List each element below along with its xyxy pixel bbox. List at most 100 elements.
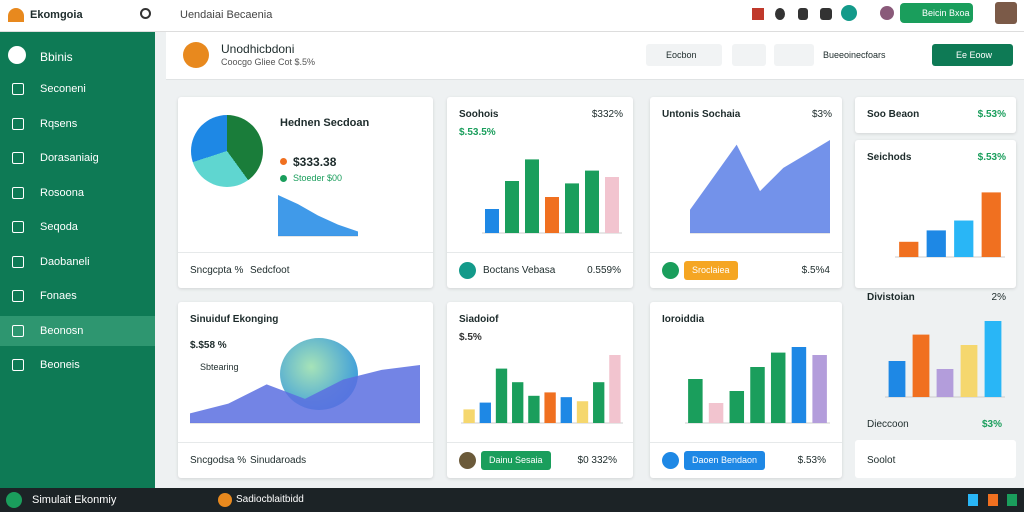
footer-pill[interactable]: Sroclaiea bbox=[684, 261, 738, 280]
sidebar-label: Beonosn bbox=[40, 324, 84, 337]
card-title: Soo Beaon bbox=[867, 109, 920, 120]
search-icon[interactable] bbox=[140, 8, 151, 19]
bar bbox=[770, 352, 786, 423]
footer-text: 0.559% bbox=[587, 265, 621, 276]
sidebar-icon bbox=[12, 83, 24, 95]
area bbox=[690, 140, 830, 233]
top-button[interactable]: Beicin Bxoa bbox=[900, 3, 973, 23]
bar bbox=[899, 241, 919, 257]
footer-pill[interactable]: Dainu Sesaia bbox=[481, 451, 551, 470]
legend-dot bbox=[280, 158, 287, 165]
bar bbox=[485, 209, 499, 233]
card-growth: $.53.5% bbox=[459, 127, 496, 138]
footer-text: Dieccoon bbox=[867, 419, 909, 430]
card-footer: Sncgodsa % Sinudaroads bbox=[178, 442, 433, 478]
card-title: Divistoian bbox=[867, 292, 915, 303]
sidebar-icon bbox=[12, 186, 24, 199]
bar bbox=[960, 345, 978, 397]
bar bbox=[984, 321, 1002, 397]
sidebar-label: Seconeni bbox=[40, 83, 86, 95]
sidebar-item[interactable]: Fonaes bbox=[0, 281, 155, 311]
avatar[interactable] bbox=[995, 2, 1017, 24]
sidebar-item[interactable]: Beoneis bbox=[0, 350, 155, 380]
bar-chart bbox=[482, 159, 622, 234]
sidebar-item[interactable]: Dorasaniaig bbox=[0, 143, 155, 173]
bar bbox=[479, 402, 491, 423]
sidebar-label: Rosoona bbox=[40, 186, 85, 199]
bar bbox=[593, 382, 605, 423]
sidebar-icon bbox=[12, 117, 24, 130]
bar bbox=[545, 197, 559, 233]
pie-image bbox=[191, 115, 263, 187]
logo bbox=[8, 8, 24, 22]
top-bar: Ekomgoia Uendaiai Becaenia Beicin Bxoa bbox=[0, 0, 1024, 32]
bar-chart bbox=[885, 321, 1005, 398]
bar-chart bbox=[895, 192, 1005, 258]
card: Hednen Secdoan $333.38 Stoeder $00 Sncgc… bbox=[178, 97, 433, 288]
icon[interactable] bbox=[798, 8, 808, 20]
dropdown[interactable] bbox=[774, 44, 814, 66]
avatar bbox=[218, 493, 232, 507]
search-box[interactable]: Eocbon bbox=[646, 44, 722, 66]
sidebar-item[interactable]: Beonosn bbox=[0, 315, 155, 346]
card-title: Hednen Secdoan bbox=[280, 117, 370, 129]
bar bbox=[512, 382, 524, 423]
card: Sinuiduf Ekonging $.$58 % Sbtearing Sncg… bbox=[178, 302, 433, 478]
bar bbox=[791, 347, 807, 423]
bar bbox=[936, 369, 954, 397]
icon[interactable] bbox=[820, 8, 832, 20]
header-subtitle: Coocgo Gliee Cot $.5% bbox=[221, 57, 316, 67]
card-value: $333.38 bbox=[293, 155, 337, 169]
sidebar-icon bbox=[12, 290, 24, 302]
area bbox=[190, 365, 420, 423]
sidebar-icon bbox=[12, 255, 24, 268]
card-footer: Sncgcpta % Sedcfoot bbox=[178, 252, 433, 288]
icon[interactable] bbox=[775, 8, 785, 20]
avatar bbox=[183, 42, 209, 68]
sidebar-item[interactable]: Seconeni bbox=[0, 74, 155, 104]
card-value: 2% bbox=[991, 292, 1006, 303]
header: Unodhicbdoni Coocgo Gliee Cot $.5% Eocbo… bbox=[166, 32, 1024, 80]
footer-text: Soolot bbox=[867, 455, 896, 466]
sidebar-item[interactable]: Rosoona bbox=[0, 178, 155, 208]
footer-pill[interactable]: Daoen Bendaon bbox=[684, 451, 766, 470]
card-footer: Dainu Sesaia $0 332% bbox=[447, 442, 633, 478]
card-title: Seichods bbox=[867, 152, 912, 163]
bar bbox=[708, 403, 724, 423]
search-text[interactable]: Uendaiai Becaenia bbox=[180, 9, 273, 21]
icon[interactable] bbox=[1007, 494, 1017, 506]
bar bbox=[565, 183, 579, 233]
header-button[interactable]: Ee Eoow bbox=[932, 44, 1013, 66]
footer-text: Boctans Vebasa bbox=[483, 265, 556, 276]
legend-text: Sbtearing bbox=[200, 362, 239, 372]
icon[interactable] bbox=[988, 494, 998, 506]
sidebar-label: Rqsens bbox=[40, 117, 78, 130]
card: Soo Beaon $.53% bbox=[855, 97, 1016, 133]
icon[interactable] bbox=[968, 494, 978, 506]
card-value: $.53% bbox=[977, 152, 1006, 163]
footer-text: $3% bbox=[981, 419, 1002, 430]
sidebar: Bbinis Seconeni Rqsens Dorasaniaig Rosoona S… bbox=[0, 32, 155, 488]
footer-text: Sncgodsa % bbox=[190, 455, 247, 466]
card: Divistoian 2% Dieccoon $3% Soolot bbox=[855, 280, 1016, 478]
sidebar-item[interactable]: Daobaneli bbox=[0, 247, 155, 277]
dropdown[interactable] bbox=[732, 44, 766, 66]
card-value: $332% bbox=[591, 109, 623, 120]
card-footer: Daoen Bendaon $.53% bbox=[650, 442, 842, 478]
bar bbox=[576, 401, 589, 423]
card: Soohois $332% $.53.5% Boctans Vebasa 0.55… bbox=[447, 97, 633, 288]
card-footer bbox=[855, 440, 1016, 478]
sidebar-icon bbox=[12, 221, 24, 233]
card-title: Ioroiddia bbox=[662, 314, 705, 325]
area bbox=[278, 195, 358, 236]
icon[interactable] bbox=[841, 5, 857, 21]
filter-label[interactable]: Bueeoinecfoars bbox=[823, 50, 886, 60]
sidebar-item[interactable]: Seqoda bbox=[0, 212, 155, 242]
card: Seichods $.53% bbox=[855, 140, 1016, 288]
sidebar-item[interactable]: Rqsens bbox=[0, 109, 155, 139]
bar bbox=[605, 177, 619, 233]
icon[interactable] bbox=[752, 8, 764, 20]
avatar[interactable] bbox=[880, 6, 894, 20]
footer-icon bbox=[662, 262, 679, 279]
